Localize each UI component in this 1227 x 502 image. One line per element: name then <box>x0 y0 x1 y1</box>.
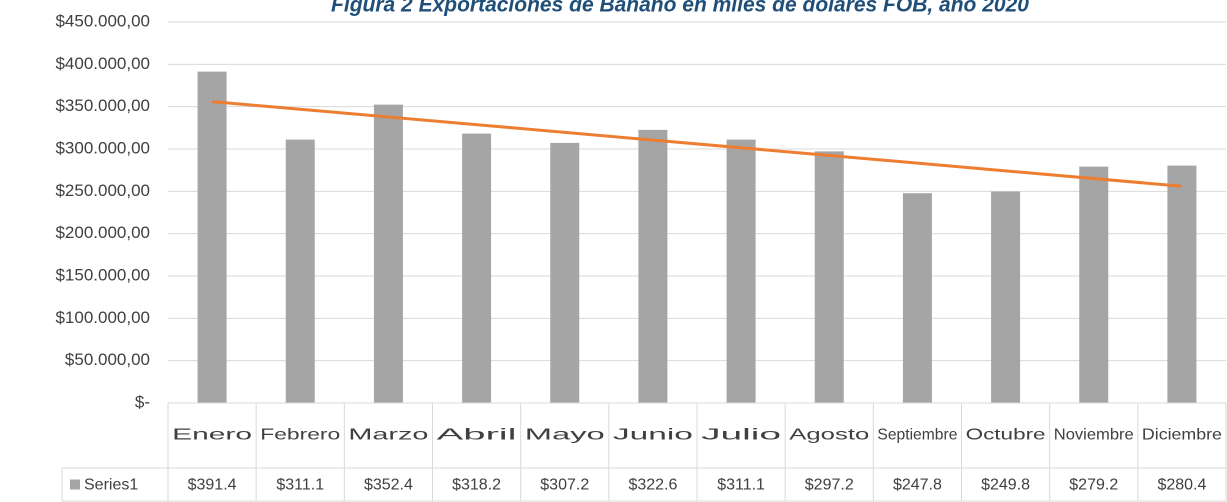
y-tick-label: $350.000,00 <box>55 96 150 115</box>
data-label: $279.2 <box>1069 477 1118 494</box>
data-label: $311.1 <box>717 477 765 494</box>
data-label: $280.4 <box>1157 477 1206 494</box>
y-tick-label: $50.000,00 <box>65 350 150 369</box>
x-tick-label: Mayo <box>525 427 605 444</box>
x-tick-label: Noviembre <box>1054 427 1134 444</box>
bar <box>285 139 315 404</box>
legend-swatch <box>70 479 80 490</box>
bar <box>197 71 227 403</box>
bar <box>462 133 492 403</box>
y-tick-label: $150.000,00 <box>55 265 150 284</box>
data-label: $249.8 <box>981 477 1030 494</box>
bar <box>991 191 1021 403</box>
bar <box>726 139 756 404</box>
data-label: $307.2 <box>540 477 589 494</box>
data-label: $352.4 <box>364 477 413 494</box>
y-tick-label: $100.000,00 <box>55 308 150 327</box>
bar <box>638 129 668 403</box>
y-tick-label: $400.000,00 <box>55 54 150 73</box>
x-tick-label: Julio <box>701 427 781 444</box>
data-label: $297.2 <box>805 477 854 494</box>
y-tick-label: $250.000,00 <box>55 181 150 200</box>
data-label: $318.2 <box>452 477 501 494</box>
bar <box>550 142 580 404</box>
data-label: $311.1 <box>276 477 324 494</box>
y-tick-label: $450.000,00 <box>55 11 150 30</box>
bar <box>1167 165 1197 403</box>
bar <box>1079 166 1109 403</box>
x-tick-label: Febrero <box>260 427 340 444</box>
bar <box>814 151 844 403</box>
bar <box>902 193 932 403</box>
trendline <box>211 100 1183 188</box>
x-tick-label: Enero <box>172 427 252 444</box>
y-tick-label: $300.000,00 <box>55 138 150 157</box>
x-tick-label: Abril <box>437 427 517 444</box>
data-label: $391.4 <box>188 477 237 494</box>
x-tick-label: Septiembre <box>877 427 957 444</box>
data-label: $322.6 <box>628 477 677 494</box>
bar <box>373 104 403 403</box>
y-tick-label: $200.000,00 <box>55 223 150 242</box>
x-tick-label: Octubre <box>966 427 1046 444</box>
x-tick-label: Diciembre <box>1142 427 1222 444</box>
x-tick-label: Agosto <box>789 427 869 444</box>
x-tick-label: Marzo <box>348 427 428 444</box>
legend-label: Series1 <box>84 477 138 494</box>
data-label: $247.8 <box>893 477 942 494</box>
y-tick-label: $- <box>135 392 150 411</box>
x-tick-label: Junio <box>613 427 693 444</box>
chart-title: Figura 2 Exportaciones de Banano en mile… <box>331 0 1029 17</box>
